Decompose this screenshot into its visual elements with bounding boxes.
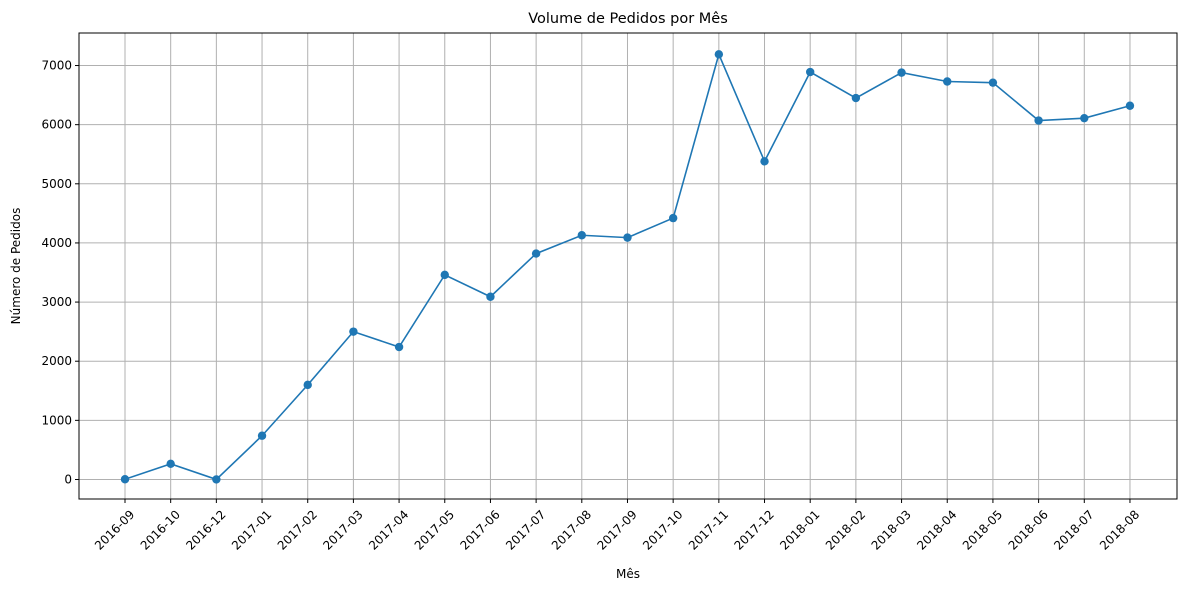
y-tick-label: 6000 bbox=[41, 118, 72, 132]
data-point bbox=[486, 292, 495, 301]
chart-title: Volume de Pedidos por Mês bbox=[528, 11, 728, 27]
y-tick-label: 7000 bbox=[41, 59, 72, 73]
data-point bbox=[668, 213, 678, 223]
data-point bbox=[760, 157, 769, 166]
data-point bbox=[440, 270, 449, 280]
data-point bbox=[212, 475, 221, 484]
data-point bbox=[531, 249, 541, 258]
y-tick-label: 3000 bbox=[41, 295, 72, 309]
y-tick-label: 0 bbox=[64, 472, 72, 486]
data-point bbox=[1034, 116, 1043, 125]
data-point bbox=[349, 327, 358, 336]
grid-lines bbox=[79, 33, 1177, 499]
data-point bbox=[806, 67, 815, 77]
data-point bbox=[120, 475, 130, 484]
y-tick-label: 4000 bbox=[41, 236, 72, 250]
data-point bbox=[897, 68, 906, 77]
data-point bbox=[623, 233, 632, 242]
data-point bbox=[577, 231, 586, 240]
data-point bbox=[988, 78, 998, 87]
y-axis-label: Número de Pedidos bbox=[9, 208, 23, 325]
data-point bbox=[1080, 113, 1089, 123]
y-tick-label: 5000 bbox=[41, 177, 72, 191]
data-point bbox=[1125, 101, 1135, 110]
y-tick-label: 1000 bbox=[41, 413, 72, 427]
data-point bbox=[303, 380, 312, 390]
y-axis: 0 1000 2000 3000 4000 5000 6000 7000 bbox=[41, 59, 79, 486]
plot-frame bbox=[78, 32, 1178, 500]
y-tick-label: 2000 bbox=[41, 354, 72, 368]
data-point bbox=[166, 459, 175, 469]
data-point bbox=[394, 342, 404, 352]
data-point bbox=[943, 77, 952, 86]
x-axis-label: Mês bbox=[616, 567, 640, 581]
data-series bbox=[120, 50, 1135, 484]
data-point bbox=[851, 93, 861, 103]
data-point bbox=[714, 50, 724, 59]
data-point bbox=[257, 431, 267, 440]
